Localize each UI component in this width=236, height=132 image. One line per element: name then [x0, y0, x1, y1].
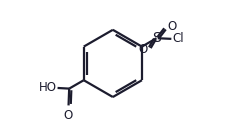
Text: O: O	[167, 20, 177, 33]
Text: S: S	[152, 31, 161, 45]
Text: O: O	[63, 109, 72, 122]
Text: Cl: Cl	[172, 32, 184, 45]
Text: O: O	[139, 43, 148, 56]
Text: HO: HO	[39, 81, 57, 95]
